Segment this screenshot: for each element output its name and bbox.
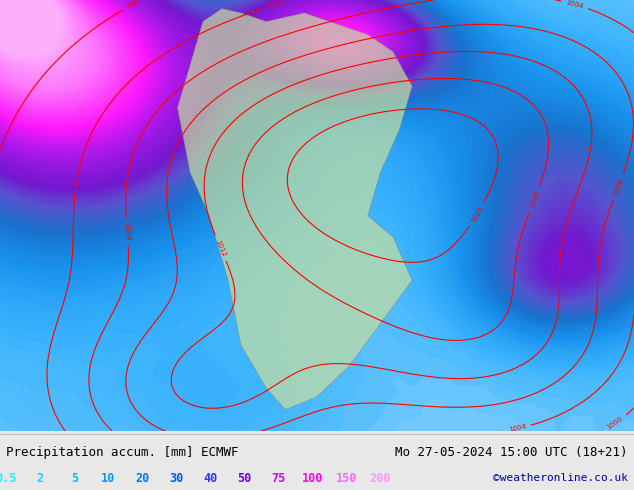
Text: 0.5: 0.5 bbox=[0, 472, 17, 485]
Text: 10: 10 bbox=[101, 472, 115, 485]
Text: 1008: 1008 bbox=[612, 177, 624, 196]
Text: 1004: 1004 bbox=[566, 0, 584, 10]
Text: 30: 30 bbox=[169, 472, 183, 485]
Text: 1004: 1004 bbox=[508, 424, 527, 433]
Text: Precipitation accum. [mm] ECMWF: Precipitation accum. [mm] ECMWF bbox=[6, 446, 239, 459]
Text: 1000: 1000 bbox=[606, 416, 624, 431]
Text: 1020: 1020 bbox=[470, 205, 484, 223]
Text: ©weatheronline.co.uk: ©weatheronline.co.uk bbox=[493, 473, 628, 483]
Text: 40: 40 bbox=[204, 472, 217, 485]
Text: 20: 20 bbox=[135, 472, 150, 485]
Text: Mo 27-05-2024 15:00 UTC (18+21): Mo 27-05-2024 15:00 UTC (18+21) bbox=[395, 446, 628, 459]
Text: 1000: 1000 bbox=[266, 0, 285, 10]
Text: 150: 150 bbox=[336, 472, 357, 485]
Text: 996: 996 bbox=[126, 0, 141, 10]
Text: 5: 5 bbox=[71, 472, 78, 485]
Polygon shape bbox=[178, 9, 412, 410]
Text: 75: 75 bbox=[271, 472, 285, 485]
Text: 1012: 1012 bbox=[214, 239, 227, 257]
Text: 2: 2 bbox=[37, 472, 44, 485]
Text: 1016: 1016 bbox=[528, 190, 540, 209]
Text: 100: 100 bbox=[302, 472, 323, 485]
Text: 50: 50 bbox=[237, 472, 252, 485]
Text: 1004: 1004 bbox=[124, 222, 131, 241]
Text: 200: 200 bbox=[370, 472, 391, 485]
